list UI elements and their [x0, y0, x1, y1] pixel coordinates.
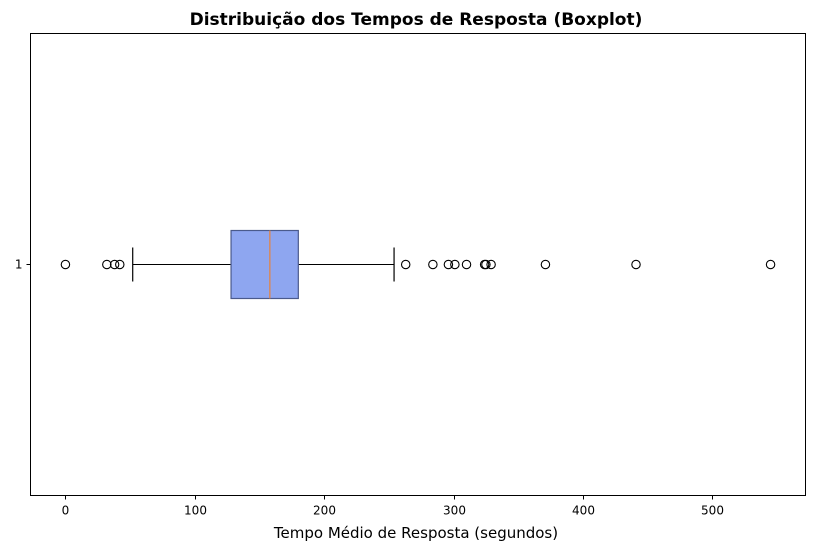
- chart-title: Distribuição dos Tempos de Resposta (Box…: [190, 10, 643, 30]
- outlier-point-2: [109, 259, 120, 270]
- outlier-point-10: [481, 259, 491, 270]
- outlier-point-7: [450, 259, 460, 270]
- outlier-point-6: [443, 259, 454, 270]
- outlier-point-4: [400, 259, 411, 270]
- x-tick-label-0: 0: [62, 504, 70, 518]
- y-axis-ticks: 1: [15, 258, 31, 272]
- x-axis-label: Tempo Médio de Resposta (segundos): [273, 524, 558, 542]
- x-tick-label-1: 100: [184, 504, 207, 518]
- box-series: [60, 229, 776, 300]
- x-tick-label-5: 500: [701, 504, 724, 518]
- outlier-point-5: [428, 259, 438, 270]
- x-tick-label-4: 400: [572, 504, 595, 518]
- outlier-point-1: [102, 259, 112, 270]
- x-tick-label-3: 300: [443, 504, 466, 518]
- x-axis-ticks: 0 100 200 300 400 500: [62, 495, 724, 518]
- iqr-box: [230, 229, 299, 300]
- outlier-point-3: [115, 259, 125, 270]
- y-tick-label-0: 1: [15, 258, 23, 272]
- outlier-point-13: [631, 259, 641, 270]
- x-tick-label-2: 200: [313, 504, 336, 518]
- outlier-point-11: [486, 259, 496, 270]
- outlier-point-8: [461, 259, 472, 270]
- outlier-point-12: [540, 259, 551, 270]
- outlier-point-0: [60, 259, 71, 270]
- outlier-point-14: [765, 259, 776, 270]
